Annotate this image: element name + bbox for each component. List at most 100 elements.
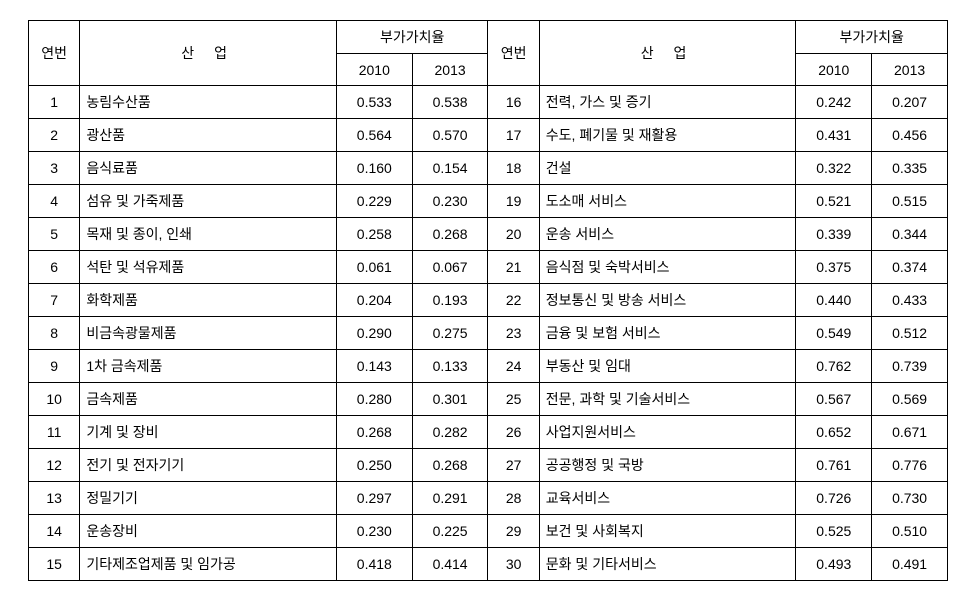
industry-cell: 기계 및 장비 [80,416,337,449]
table-row: 14운송장비0.2300.22529보건 및 사회복지0.5250.510 [29,515,948,548]
seq-cell: 20 [488,218,539,251]
value-2010-cell: 0.242 [796,86,872,119]
seq-cell: 4 [29,185,80,218]
value-2013-cell: 0.739 [872,350,948,383]
seq-cell: 9 [29,350,80,383]
value-2010-cell: 0.322 [796,152,872,185]
industry-cell: 섬유 및 가죽제품 [80,185,337,218]
value-2013-cell: 0.282 [412,416,488,449]
seq-cell: 8 [29,317,80,350]
seq-cell: 12 [29,449,80,482]
seq-cell: 3 [29,152,80,185]
value-2013-cell: 0.193 [412,284,488,317]
value-2013-cell: 0.067 [412,251,488,284]
value-2013-cell: 0.225 [412,515,488,548]
value-2010-cell: 0.418 [336,548,412,581]
industry-cell: 수도, 폐기물 및 재활용 [539,119,796,152]
industry-cell: 음식료품 [80,152,337,185]
seq-cell: 10 [29,383,80,416]
table-row: 1농림수산품0.5330.53816전력, 가스 및 증기0.2420.207 [29,86,948,119]
seq-cell: 1 [29,86,80,119]
industry-cell: 정보통신 및 방송 서비스 [539,284,796,317]
table-row: 13정밀기기0.2970.29128교육서비스0.7260.730 [29,482,948,515]
value-2010-cell: 0.652 [796,416,872,449]
header-seq-right: 연번 [488,21,539,86]
value-2013-cell: 0.335 [872,152,948,185]
value-2013-cell: 0.538 [412,86,488,119]
value-2013-cell: 0.275 [412,317,488,350]
value-2013-cell: 0.433 [872,284,948,317]
industry-cell: 기타제조업제품 및 임가공 [80,548,337,581]
value-2013-cell: 0.515 [872,185,948,218]
table-row: 8비금속광물제품0.2900.27523금융 및 보험 서비스0.5490.51… [29,317,948,350]
seq-cell: 5 [29,218,80,251]
value-2013-cell: 0.414 [412,548,488,581]
value-2010-cell: 0.204 [336,284,412,317]
seq-cell: 7 [29,284,80,317]
table-row: 12전기 및 전자기기0.2500.26827공공행정 및 국방0.7610.7… [29,449,948,482]
value-2013-cell: 0.301 [412,383,488,416]
industry-cell: 금속제품 [80,383,337,416]
value-2010-cell: 0.250 [336,449,412,482]
seq-cell: 14 [29,515,80,548]
header-2010-right: 2010 [796,54,872,86]
value-2013-cell: 0.512 [872,317,948,350]
value-2010-cell: 0.061 [336,251,412,284]
value-2010-cell: 0.440 [796,284,872,317]
value-2010-cell: 0.375 [796,251,872,284]
value-2010-cell: 0.297 [336,482,412,515]
value-2013-cell: 0.268 [412,449,488,482]
table-header: 연번 산 업 부가가치율 연번 산 업 부가가치율 2010 2013 2010… [29,21,948,86]
value-2013-cell: 0.491 [872,548,948,581]
industry-cell: 화학제품 [80,284,337,317]
table-row: 4섬유 및 가죽제품0.2290.23019도소매 서비스0.5210.515 [29,185,948,218]
header-2010-left: 2010 [336,54,412,86]
value-2013-cell: 0.154 [412,152,488,185]
industry-cell: 사업지원서비스 [539,416,796,449]
table-row: 3음식료품0.1600.15418건설0.3220.335 [29,152,948,185]
industry-cell: 농림수산품 [80,86,337,119]
value-2010-cell: 0.229 [336,185,412,218]
industry-cell: 석탄 및 석유제품 [80,251,337,284]
industry-cell: 공공행정 및 국방 [539,449,796,482]
industry-cell: 건설 [539,152,796,185]
seq-cell: 13 [29,482,80,515]
header-2013-right: 2013 [872,54,948,86]
table-row: 15기타제조업제품 및 임가공0.4180.41430문화 및 기타서비스0.4… [29,548,948,581]
value-2010-cell: 0.230 [336,515,412,548]
value-2013-cell: 0.730 [872,482,948,515]
value-2010-cell: 0.431 [796,119,872,152]
industry-cell: 도소매 서비스 [539,185,796,218]
industry-cell: 전기 및 전자기기 [80,449,337,482]
table-row: 10금속제품0.2800.30125전문, 과학 및 기술서비스0.5670.5… [29,383,948,416]
table-row: 6석탄 및 석유제품0.0610.06721음식점 및 숙박서비스0.3750.… [29,251,948,284]
industry-cell: 전력, 가스 및 증기 [539,86,796,119]
industry-cell: 금융 및 보험 서비스 [539,317,796,350]
value-2013-cell: 0.207 [872,86,948,119]
value-2013-cell: 0.291 [412,482,488,515]
seq-cell: 30 [488,548,539,581]
value-2013-cell: 0.268 [412,218,488,251]
table-row: 7화학제품0.2040.19322정보통신 및 방송 서비스0.4400.433 [29,284,948,317]
table-row: 11기계 및 장비0.2680.28226사업지원서비스0.6520.671 [29,416,948,449]
value-2010-cell: 0.290 [336,317,412,350]
seq-cell: 26 [488,416,539,449]
header-industry-left: 산 업 [80,21,337,86]
seq-cell: 6 [29,251,80,284]
value-2010-cell: 0.339 [796,218,872,251]
seq-cell: 24 [488,350,539,383]
value-2013-cell: 0.570 [412,119,488,152]
header-valuegroup-right: 부가가치율 [796,21,948,54]
seq-cell: 27 [488,449,539,482]
value-2010-cell: 0.160 [336,152,412,185]
header-seq-left: 연번 [29,21,80,86]
industry-cell: 음식점 및 숙박서비스 [539,251,796,284]
value-2010-cell: 0.143 [336,350,412,383]
value-2013-cell: 0.133 [412,350,488,383]
value-2013-cell: 0.776 [872,449,948,482]
seq-cell: 22 [488,284,539,317]
value-2010-cell: 0.533 [336,86,412,119]
value-2010-cell: 0.564 [336,119,412,152]
header-industry-right: 산 업 [539,21,796,86]
value-2010-cell: 0.549 [796,317,872,350]
